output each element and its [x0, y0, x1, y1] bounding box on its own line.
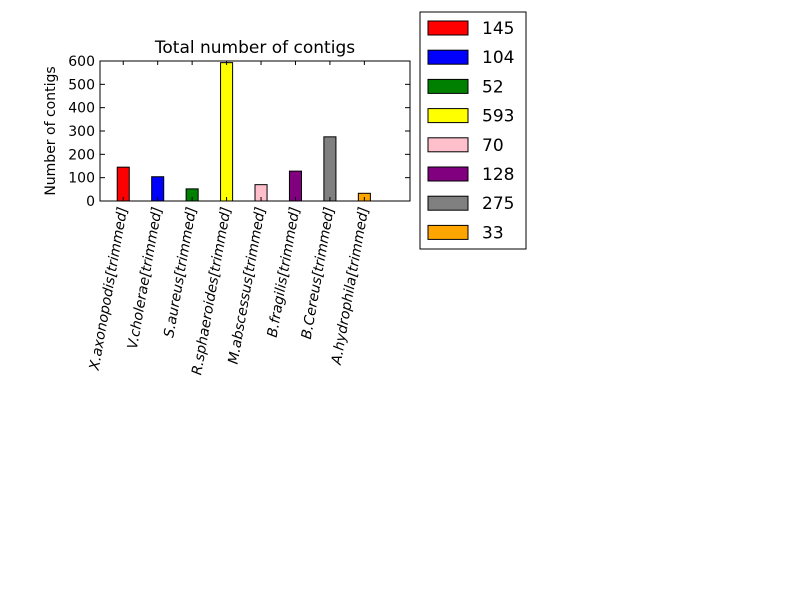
y-tick-label: 400 [68, 101, 95, 117]
y-axis: 0 100 200 300 400 500 600 [68, 54, 410, 210]
legend-swatch [427, 195, 469, 211]
legend-label: 70 [482, 136, 504, 156]
bars-group [116, 62, 371, 202]
x-tick-label: V.cholerae[trimmed] [125, 206, 166, 350]
legend-label: 104 [482, 48, 514, 68]
legend-swatch [427, 224, 469, 240]
legend-swatch [427, 78, 469, 94]
legend-swatch [427, 49, 469, 65]
legend-label: 593 [482, 107, 514, 127]
y-tick-label: 200 [68, 147, 95, 163]
legend-swatch [427, 166, 469, 182]
y-tick-label: 100 [68, 171, 95, 187]
legend-label: 33 [482, 223, 504, 243]
legend-swatch [427, 137, 469, 153]
y-tick-label: 300 [68, 124, 95, 140]
y-tick-label: 500 [68, 77, 95, 93]
legend-label: 52 [482, 77, 504, 97]
legend-label: 128 [482, 165, 514, 185]
y-tick-label: 600 [68, 54, 95, 70]
legend-swatch [427, 20, 469, 36]
legend-swatch [427, 108, 469, 124]
x-tick-label: B.Cereus[trimmed] [299, 206, 338, 341]
x-tick-label: S.aureus[trimmed] [161, 206, 200, 339]
x-tick-label: A.hydrophila[trimmed] [329, 206, 373, 367]
bar-1 [116, 166, 130, 202]
legend-label: 145 [482, 19, 514, 39]
y-axis-label: Number of contigs [43, 66, 59, 195]
legend: 145 104 52 593 70 128 275 33 [419, 11, 527, 250]
x-tick-label: M.abscessus[trimmed] [226, 206, 269, 366]
chart-title: Total number of contigs [154, 38, 355, 58]
bar-6 [288, 170, 303, 202]
y-tick-label: 0 [86, 194, 95, 210]
bar-7 [323, 136, 337, 202]
legend-label: 275 [482, 194, 514, 214]
x-tick-label: B.fragilis[trimmed] [265, 206, 304, 339]
bar-4 [220, 62, 234, 202]
plot-frame [99, 60, 411, 202]
